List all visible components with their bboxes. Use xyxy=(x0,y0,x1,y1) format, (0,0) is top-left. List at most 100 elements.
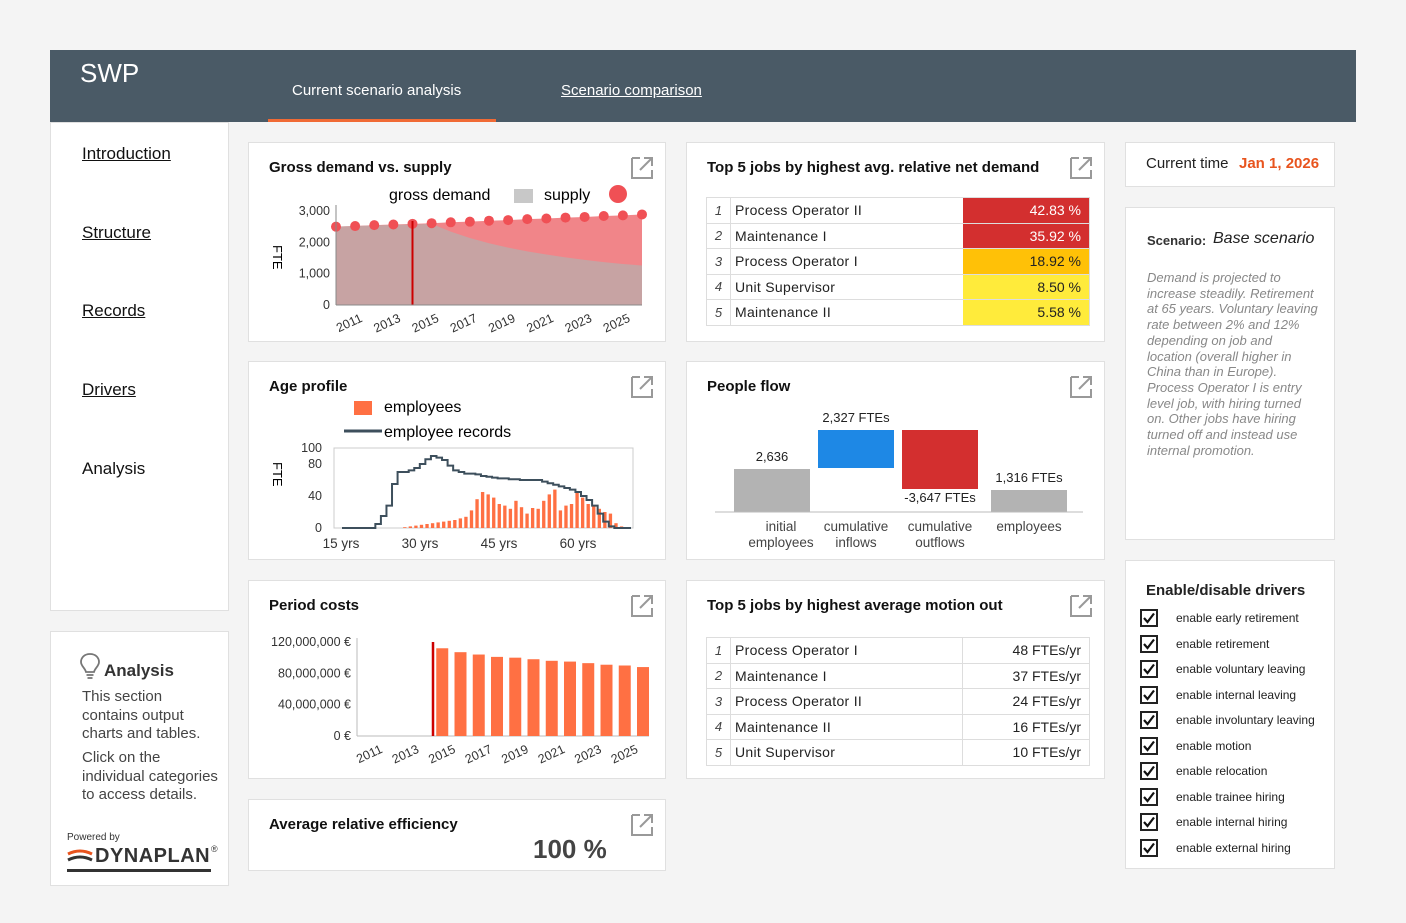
sidebar-item-records[interactable]: Records xyxy=(82,301,146,320)
table-row[interactable]: 5 Maintenance II 5.58 % xyxy=(706,299,1090,326)
demand-point xyxy=(464,216,475,227)
efficiency-card[interactable]: Average relative efficiency 100 % xyxy=(248,799,666,871)
flow-category-label: inflows xyxy=(835,535,877,550)
driver-label: enable voluntary leaving xyxy=(1176,662,1306,676)
table-row[interactable]: 1 Process Operator II 42.83 % xyxy=(706,197,1090,224)
cost-bar xyxy=(618,665,631,736)
checkbox-checked-icon[interactable] xyxy=(1140,660,1158,678)
age-profile-chart: employees employee records FTE 100 80 40 01… xyxy=(270,399,634,551)
driver-toggle[interactable]: enable motion xyxy=(1140,736,1251,756)
driver-toggle[interactable]: enable early retirement xyxy=(1140,608,1299,628)
open-external-icon[interactable] xyxy=(629,374,655,400)
age-bar xyxy=(508,508,513,528)
age-bar xyxy=(464,516,468,528)
driver-toggle[interactable]: enable internal hiring xyxy=(1140,812,1287,832)
x-tick-label: 2023 xyxy=(572,742,603,766)
checkbox-checked-icon[interactable] xyxy=(1140,762,1158,780)
checkbox-checked-icon[interactable] xyxy=(1140,787,1158,806)
top-motion-table: 1 Process Operator I 48 FTEs/yr 2 Maintenanc… xyxy=(706,637,1090,766)
card-title: Age profile xyxy=(269,378,348,395)
x-tick-label: 2017 xyxy=(463,742,494,766)
open-external-icon[interactable] xyxy=(629,155,655,181)
x-tick-label: 2015 xyxy=(426,742,457,766)
table-row[interactable]: 2 Maintenance I 35.92 % xyxy=(706,223,1090,249)
flow-category-label: cumulative xyxy=(824,519,889,534)
demand-point xyxy=(369,220,380,231)
checkbox-checked-icon[interactable] xyxy=(1140,609,1158,627)
info-title: Analysis xyxy=(104,661,174,680)
y-tick-label: 100 xyxy=(301,441,322,455)
checkbox-checked-icon[interactable] xyxy=(1140,634,1158,653)
flow-category-label: initial xyxy=(766,519,797,534)
x-tick-label: 2021 xyxy=(536,742,567,766)
brand-name: DYNAPLAN xyxy=(95,845,211,867)
age-bar xyxy=(436,522,440,528)
table-row[interactable]: 5 Unit Supervisor 10 FTEs/yr xyxy=(706,739,1090,766)
top-header xyxy=(50,50,1356,122)
demand-point xyxy=(579,211,590,222)
sidebar-item-introduction[interactable]: Introduction xyxy=(82,144,171,163)
x-tick-label: 60 yrs xyxy=(560,536,597,551)
people-flow-card[interactable]: People flow 2,636 2,327 FTEs -3,647 FTEs 1,… xyxy=(686,361,1105,560)
flow-value-label: 1,316 FTEs xyxy=(995,470,1063,485)
checkbox-checked-icon[interactable] xyxy=(1140,711,1158,729)
current-time-value: Jan 1, 2026 xyxy=(1239,155,1320,172)
job-name: Process Operator I xyxy=(730,248,963,275)
job-name: Maintenance I xyxy=(730,663,963,689)
sidebar-item-structure[interactable]: Structure xyxy=(82,223,151,242)
driver-label: enable relocation xyxy=(1176,764,1268,778)
open-external-icon[interactable] xyxy=(1068,155,1094,181)
driver-toggle[interactable]: enable relocation xyxy=(1140,761,1267,781)
driver-toggle[interactable]: enable external hiring xyxy=(1140,838,1291,858)
lightbulb-icon xyxy=(80,653,100,679)
y-axis-label: FTE xyxy=(270,245,285,270)
period-costs-card[interactable]: Period costs 120,000,000 € 80,000,000 € 40… xyxy=(248,580,666,779)
table-row[interactable]: 4 Unit Supervisor 8.50 % xyxy=(706,274,1090,300)
top-demand-card[interactable]: Top 5 jobs by highest avg. relative net … xyxy=(686,142,1105,342)
driver-toggle[interactable]: enable voluntary leaving xyxy=(1140,659,1305,679)
scenario-description: Demand is projected to increase steadily… xyxy=(1147,270,1318,458)
checkbox-checked-icon[interactable] xyxy=(1140,838,1158,857)
driver-label: enable early retirement xyxy=(1176,611,1299,625)
age-bar xyxy=(447,520,451,528)
x-tick-label: 2025 xyxy=(601,311,632,335)
table-row[interactable]: 3 Process Operator I 18.92 % xyxy=(706,248,1090,275)
row-rank: 5 xyxy=(706,299,731,326)
open-external-icon[interactable] xyxy=(1068,593,1094,619)
checkbox-checked-icon[interactable] xyxy=(1140,685,1158,704)
table-row[interactable]: 4 Maintenance II 16 FTEs/yr xyxy=(706,714,1090,740)
flow-bar-outflows xyxy=(902,430,978,489)
open-external-icon[interactable] xyxy=(629,812,655,838)
checkbox-checked-icon[interactable] xyxy=(1140,813,1158,831)
demand-point xyxy=(388,219,399,230)
sidebar-item-drivers[interactable]: Drivers xyxy=(82,380,136,399)
driver-toggle[interactable]: enable trainee hiring xyxy=(1140,787,1285,807)
x-tick-label: 2019 xyxy=(486,311,517,335)
checkbox-checked-icon[interactable] xyxy=(1140,736,1158,755)
table-row[interactable]: 1 Process Operator I 48 FTEs/yr xyxy=(706,637,1090,664)
age-bar xyxy=(408,526,413,528)
table-row[interactable]: 3 Process Operator II 24 FTEs/yr xyxy=(706,688,1090,715)
top-motion-card[interactable]: Top 5 jobs by highest average motion out… xyxy=(686,580,1105,779)
gross-demand-card[interactable]: Gross demand vs. supply gross demand sup… xyxy=(248,142,666,342)
table-row[interactable]: 2 Maintenance I 37 FTEs/yr xyxy=(706,663,1090,689)
current-time-card: Current time Jan 1, 2026 xyxy=(1125,142,1335,187)
age-bar xyxy=(425,524,429,528)
job-name: Unit Supervisor xyxy=(730,274,963,300)
cost-bar xyxy=(600,664,613,736)
open-external-icon[interactable] xyxy=(1068,374,1094,400)
row-rank: 1 xyxy=(706,197,731,224)
driver-toggle[interactable]: enable internal leaving xyxy=(1140,685,1296,705)
legend-supply-swatch xyxy=(514,189,533,203)
driver-toggle[interactable]: enable involuntary leaving xyxy=(1140,710,1315,730)
tab-current-scenario[interactable]: Current scenario analysis xyxy=(292,82,462,99)
driver-toggle[interactable]: enable retirement xyxy=(1140,634,1269,654)
age-profile-card[interactable]: Age profile employees employee records F… xyxy=(248,361,666,560)
x-tick-label: 30 yrs xyxy=(402,536,439,551)
sidebar-item-analysis[interactable]: Analysis xyxy=(82,459,146,478)
age-bar xyxy=(614,523,618,528)
tab-scenario-comparison[interactable]: Scenario comparison xyxy=(561,82,702,99)
open-external-icon[interactable] xyxy=(629,593,655,619)
x-tick-label: 2023 xyxy=(563,311,594,335)
people-flow-chart: 2,636 2,327 FTEs -3,647 FTEs 1,316 FTEs init… xyxy=(715,410,1083,550)
